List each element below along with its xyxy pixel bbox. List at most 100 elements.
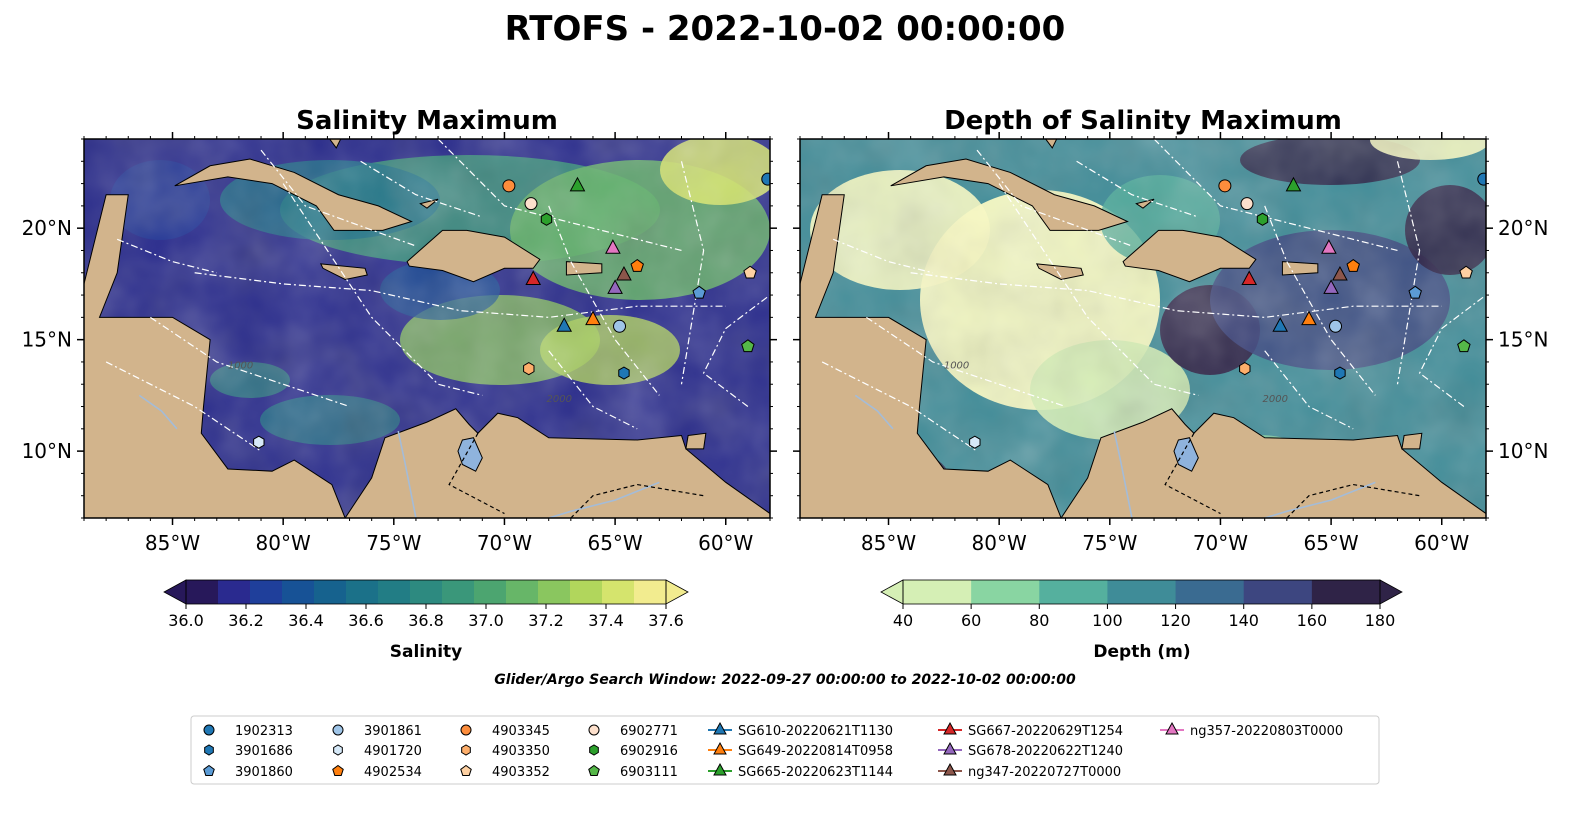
eez-boundary bbox=[866, 316, 1066, 408]
legend-label: 3901686 bbox=[235, 744, 293, 759]
eez-boundary bbox=[260, 149, 417, 247]
depth-panel: Depth of Salinity Maximum 1000 2000 bbox=[793, 106, 1548, 555]
eez-lines: 1000 2000 bbox=[821, 139, 1486, 452]
eez-boundary bbox=[702, 294, 770, 408]
marker-4903352 bbox=[743, 265, 757, 279]
marker-3901686 bbox=[1334, 366, 1346, 380]
marker-3901686 bbox=[618, 366, 630, 380]
marker-3901861 bbox=[613, 319, 627, 333]
y-tick-label: 10°N bbox=[22, 439, 72, 463]
eez-lines: 1000 2000 bbox=[105, 139, 770, 452]
eez-boundary bbox=[194, 272, 726, 318]
legend-label: 4903352 bbox=[492, 765, 550, 780]
x-tick-label: 60°W bbox=[698, 531, 753, 555]
land-polygon bbox=[174, 158, 413, 231]
legend-label: 6902916 bbox=[620, 744, 678, 759]
land-polygon bbox=[890, 158, 1129, 231]
country-border bbox=[448, 432, 505, 515]
legend-label: 6903111 bbox=[620, 765, 678, 780]
land-polygon bbox=[1060, 408, 1486, 518]
eez-boundary bbox=[360, 160, 483, 218]
land-polygon bbox=[800, 194, 1062, 518]
marker-6902916 bbox=[540, 212, 553, 226]
eez-boundary bbox=[150, 316, 350, 408]
eez-boundary bbox=[680, 161, 705, 385]
marker-ng357-20220803T0000 bbox=[1321, 239, 1337, 254]
land bbox=[84, 139, 770, 518]
eez-boundary bbox=[1264, 350, 1354, 430]
colorbar-tick-label: 37.6 bbox=[648, 611, 684, 630]
contour-label: 1000 bbox=[228, 361, 253, 372]
colorbar-tick-label: 36.0 bbox=[168, 611, 204, 630]
x-tick-label: 75°W bbox=[366, 531, 421, 555]
eez-boundary bbox=[105, 361, 262, 452]
contour-label: 1000 bbox=[944, 361, 969, 372]
colorbar-swatch bbox=[442, 580, 475, 604]
country-border bbox=[1286, 483, 1420, 518]
colorbar-swatch bbox=[378, 580, 411, 604]
colorbar-tick-label: 120 bbox=[1160, 611, 1191, 630]
colorbar-swatch bbox=[410, 580, 443, 604]
x-tick-label: 70°W bbox=[1193, 531, 1248, 555]
marker-4903345 bbox=[1218, 179, 1232, 193]
y-tick-label: 15°N bbox=[1498, 328, 1548, 352]
map-salinity: 1000 2000 bbox=[84, 139, 770, 518]
colorbar-tick-label: 36.2 bbox=[228, 611, 264, 630]
y-tick-label: 20°N bbox=[22, 216, 72, 240]
legend-label: SG649-20220814T0958 bbox=[738, 744, 893, 759]
legend-marker bbox=[713, 762, 727, 776]
legend-marker bbox=[203, 724, 215, 736]
marker-4902534 bbox=[1346, 258, 1360, 272]
marker-4901720 bbox=[969, 435, 981, 449]
marker-ng347-20220727T0000 bbox=[1332, 265, 1348, 281]
legend-label: SG665-20220623T1144 bbox=[738, 765, 893, 780]
legend-marker bbox=[588, 724, 600, 736]
observation-markers bbox=[969, 172, 1486, 449]
land-polygon bbox=[1045, 139, 1058, 149]
eez-boundary bbox=[976, 149, 1133, 247]
contour-label: 2000 bbox=[546, 394, 571, 405]
y-tick-label: 20°N bbox=[1498, 216, 1548, 240]
y-tick-label: 15°N bbox=[22, 328, 72, 352]
map-depth: 1000 2000 bbox=[800, 139, 1486, 518]
marker-6902916 bbox=[1256, 212, 1269, 226]
eez-boundary bbox=[548, 350, 638, 430]
legend-marker bbox=[461, 744, 471, 756]
search-window-note: Glider/Argo Search Window: 2022-09-27 00… bbox=[494, 672, 1076, 688]
colorbar-swatch bbox=[1107, 580, 1177, 604]
marker-4903350 bbox=[1239, 362, 1251, 376]
river-line bbox=[1264, 481, 1376, 518]
eez-boundary bbox=[548, 205, 660, 396]
observation-markers bbox=[253, 172, 770, 449]
eez-boundary bbox=[116, 238, 217, 274]
axis-ticks: 85°W 80°W 75°W 70°W 65°W 60°W 10°N 15°N 20°N bbox=[793, 132, 1548, 555]
land-polygon bbox=[344, 408, 770, 518]
marker-SG665-20220623T1144 bbox=[569, 176, 586, 192]
colorbar-swatch bbox=[250, 580, 283, 604]
colorbar-swatch bbox=[346, 580, 379, 604]
marker-4901720 bbox=[253, 435, 265, 449]
x-tick-label: 75°W bbox=[1082, 531, 1137, 555]
colorbar-extend-low bbox=[880, 579, 904, 605]
land-polygon bbox=[685, 432, 707, 450]
legend-label: SG667-20220629T1254 bbox=[968, 724, 1123, 739]
eez-boundary bbox=[1418, 294, 1486, 408]
colorbar-tick-label: 40 bbox=[893, 611, 913, 630]
land-polygon bbox=[406, 229, 541, 283]
legend-marker bbox=[943, 741, 957, 755]
legend-marker bbox=[332, 724, 344, 736]
land-polygon bbox=[329, 139, 342, 149]
x-tick-label: 85°W bbox=[861, 531, 916, 555]
marker-SG678-20220622T1240 bbox=[607, 279, 623, 294]
eez-boundary bbox=[282, 183, 483, 396]
colorbar-swatch bbox=[506, 580, 539, 604]
eez-boundary bbox=[1396, 161, 1421, 385]
eez-boundary bbox=[1076, 160, 1199, 218]
legend-marker bbox=[332, 764, 344, 776]
colorbar-salinity: 36.0 36.2 36.4 36.6 36.8 37.0 37.2 37.4 37.6 bbox=[163, 579, 689, 630]
colorbar-depth: 40 60 80 100 120 140 160 180 bbox=[880, 579, 1403, 630]
legend-marker bbox=[203, 764, 215, 776]
legend-label: 6902771 bbox=[620, 724, 678, 739]
land-polygon bbox=[319, 263, 368, 280]
river-line bbox=[138, 394, 178, 430]
